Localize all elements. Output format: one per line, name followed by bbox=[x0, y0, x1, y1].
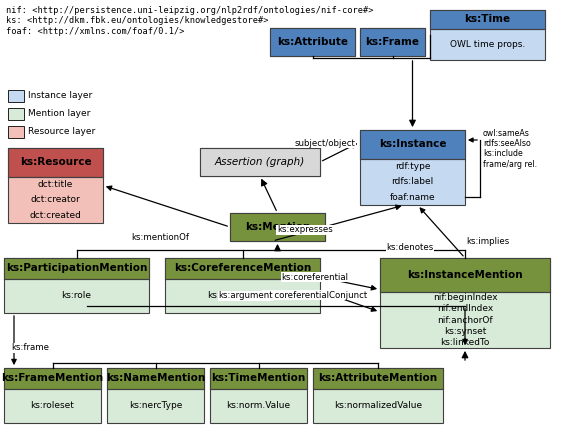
Text: owl:sameAs
rdfs:seeAlso
ks:include
frame/arg rel.: owl:sameAs rdfs:seeAlso ks:include frame… bbox=[483, 129, 537, 169]
Text: Instance layer: Instance layer bbox=[28, 91, 92, 100]
Text: ks:expresses: ks:expresses bbox=[277, 226, 333, 235]
Bar bbox=[313, 368, 443, 423]
Bar bbox=[4, 368, 101, 389]
Bar bbox=[360, 28, 425, 56]
Bar bbox=[360, 130, 465, 205]
Text: ks:Time: ks:Time bbox=[464, 14, 510, 25]
Text: ks:TimeMention: ks:TimeMention bbox=[212, 373, 306, 384]
Bar bbox=[360, 130, 465, 158]
Text: Mention layer: Mention layer bbox=[28, 110, 90, 119]
Bar bbox=[270, 28, 355, 56]
Text: ks:ParticipationMention: ks:ParticipationMention bbox=[6, 263, 147, 274]
Text: ks:norm.Value: ks:norm.Value bbox=[226, 401, 290, 410]
Text: rdfs:label: rdfs:label bbox=[391, 177, 434, 186]
Text: ks:NameMention: ks:NameMention bbox=[106, 373, 205, 384]
Text: dct:created: dct:created bbox=[29, 211, 81, 220]
Text: ks:nercType: ks:nercType bbox=[129, 401, 182, 410]
Bar bbox=[430, 10, 545, 29]
Bar bbox=[210, 368, 307, 423]
Text: ks:argument: ks:argument bbox=[218, 291, 273, 301]
Text: nif:endIndex: nif:endIndex bbox=[437, 304, 493, 313]
Text: nif: <http://persistence.uni-leipzig.org/nlp2rdf/ontologies/nif-core#>
ks: <http: nif: <http://persistence.uni-leipzig.org… bbox=[6, 6, 373, 36]
Text: Assertion (graph): Assertion (graph) bbox=[215, 157, 305, 167]
Bar bbox=[8, 108, 24, 120]
Bar bbox=[210, 368, 307, 389]
Bar bbox=[8, 126, 24, 138]
Text: ks:normalizedValue: ks:normalizedValue bbox=[334, 401, 422, 410]
Bar bbox=[107, 368, 204, 423]
Text: ks:mentionOf: ks:mentionOf bbox=[131, 233, 189, 242]
Bar bbox=[8, 148, 103, 177]
Text: ks:Mention: ks:Mention bbox=[245, 222, 310, 232]
Text: Resource layer: Resource layer bbox=[28, 127, 95, 136]
Text: ks:role: ks:role bbox=[61, 291, 91, 301]
Bar bbox=[270, 28, 355, 56]
Text: foaf:name: foaf:name bbox=[390, 193, 435, 202]
Text: ks:CoreferenceMention: ks:CoreferenceMention bbox=[174, 263, 311, 274]
Text: ks:Attribute: ks:Attribute bbox=[277, 37, 348, 47]
Text: ks:FrameMention: ks:FrameMention bbox=[2, 373, 104, 384]
Text: ks:InstanceMention: ks:InstanceMention bbox=[407, 270, 523, 280]
Bar bbox=[230, 213, 325, 241]
Bar bbox=[165, 258, 320, 279]
Text: ks:linkedTo: ks:linkedTo bbox=[440, 338, 490, 347]
Text: dct:title: dct:title bbox=[38, 180, 73, 189]
Bar bbox=[165, 258, 320, 313]
Bar bbox=[8, 148, 103, 223]
Text: ks:denotes: ks:denotes bbox=[386, 243, 434, 252]
Text: ks:frame: ks:frame bbox=[11, 343, 49, 352]
Bar bbox=[200, 148, 320, 176]
Text: ks:coreferential: ks:coreferential bbox=[207, 291, 277, 301]
Bar bbox=[380, 258, 550, 292]
Text: ks:Frame: ks:Frame bbox=[365, 37, 420, 47]
Bar bbox=[360, 28, 425, 56]
Bar bbox=[4, 368, 101, 423]
Text: ks:Resource: ks:Resource bbox=[20, 157, 91, 167]
Text: ks:Instance: ks:Instance bbox=[379, 139, 446, 149]
Text: dct:creator: dct:creator bbox=[30, 195, 81, 204]
Text: ks:synset: ks:synset bbox=[444, 327, 486, 336]
Text: OWL time props.: OWL time props. bbox=[450, 40, 525, 49]
Text: rdf:type: rdf:type bbox=[395, 162, 430, 171]
Bar bbox=[8, 90, 24, 102]
Bar bbox=[313, 368, 443, 389]
Bar bbox=[4, 258, 149, 279]
Text: ks:implies: ks:implies bbox=[466, 237, 510, 246]
Bar bbox=[230, 213, 325, 241]
Text: ks:coreferential: ks:coreferential bbox=[281, 272, 349, 281]
Text: nif:anchorOf: nif:anchorOf bbox=[437, 316, 493, 325]
Bar bbox=[380, 258, 550, 348]
Bar bbox=[430, 10, 545, 60]
Text: ks:coreferentialConjunct: ks:coreferentialConjunct bbox=[262, 291, 368, 300]
Bar bbox=[200, 148, 320, 176]
Text: ks:AttributeMention: ks:AttributeMention bbox=[319, 373, 438, 384]
Text: subject/object: subject/object bbox=[294, 139, 355, 148]
Text: nif:beginIndex: nif:beginIndex bbox=[433, 293, 497, 302]
Bar bbox=[107, 368, 204, 389]
Text: ks:roleset: ks:roleset bbox=[30, 401, 74, 410]
Bar bbox=[4, 258, 149, 313]
